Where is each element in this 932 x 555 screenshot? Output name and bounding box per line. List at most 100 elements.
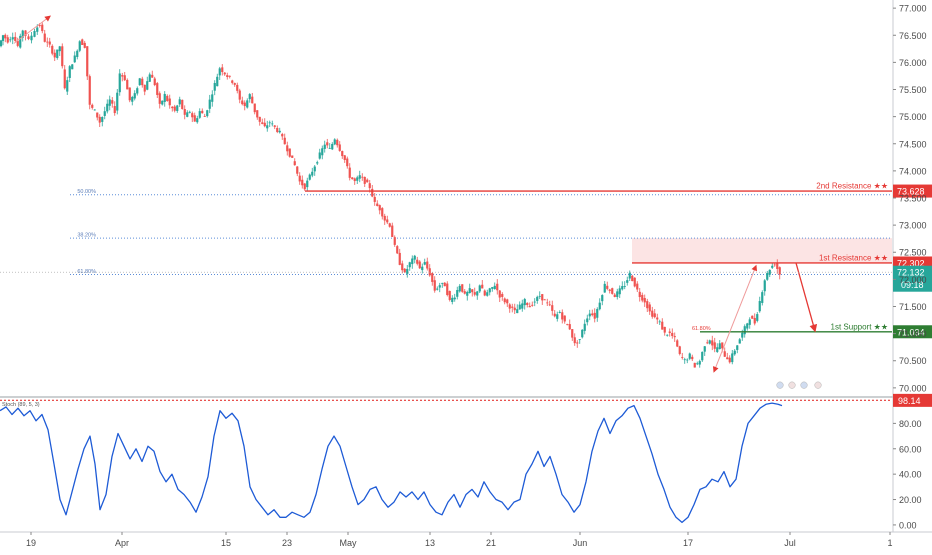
candle-body[interactable] bbox=[73, 55, 76, 63]
candle-body[interactable] bbox=[393, 237, 396, 245]
candle-body[interactable] bbox=[323, 144, 326, 149]
candle-body[interactable] bbox=[27, 36, 30, 40]
candle-body[interactable] bbox=[41, 24, 44, 32]
candle-body[interactable] bbox=[441, 282, 444, 284]
candle-body[interactable] bbox=[53, 52, 56, 58]
candle-body[interactable] bbox=[688, 353, 691, 359]
candle-body[interactable] bbox=[311, 171, 314, 176]
candle-body[interactable] bbox=[383, 215, 386, 221]
candle-body[interactable] bbox=[171, 106, 174, 109]
candle-body[interactable] bbox=[221, 67, 224, 73]
candle-body[interactable] bbox=[741, 332, 744, 338]
candle-body[interactable] bbox=[361, 176, 364, 178]
candle-body[interactable] bbox=[746, 323, 749, 329]
candle-body[interactable] bbox=[438, 285, 441, 288]
candle-body[interactable] bbox=[723, 351, 726, 357]
candle-body[interactable] bbox=[593, 312, 596, 319]
event-icon[interactable] bbox=[776, 381, 784, 389]
candle-body[interactable] bbox=[11, 37, 14, 40]
candle-body[interactable] bbox=[223, 72, 226, 75]
candle-body[interactable] bbox=[633, 277, 636, 287]
candle-body[interactable] bbox=[398, 252, 401, 265]
candle-body[interactable] bbox=[161, 100, 164, 105]
candle-body[interactable] bbox=[191, 113, 194, 118]
candle-body[interactable] bbox=[456, 290, 459, 297]
candle-body[interactable] bbox=[521, 303, 524, 309]
candle-body[interactable] bbox=[743, 326, 746, 335]
candle-body[interactable] bbox=[206, 110, 209, 117]
candle-body[interactable] bbox=[583, 323, 586, 331]
candle-body[interactable] bbox=[588, 313, 591, 317]
candle-body[interactable] bbox=[30, 35, 33, 41]
candle-body[interactable] bbox=[446, 283, 449, 295]
candle-body[interactable] bbox=[448, 290, 451, 300]
candle-body[interactable] bbox=[498, 290, 501, 298]
candle-body[interactable] bbox=[88, 76, 91, 105]
candle-body[interactable] bbox=[91, 104, 94, 108]
candle-body[interactable] bbox=[211, 94, 214, 102]
candle-body[interactable] bbox=[513, 307, 516, 311]
candle-body[interactable] bbox=[16, 41, 19, 46]
candle-body[interactable] bbox=[451, 297, 454, 302]
candle-body[interactable] bbox=[108, 99, 111, 106]
candle-body[interactable] bbox=[551, 305, 554, 311]
candle-body[interactable] bbox=[631, 275, 634, 282]
candle-body[interactable] bbox=[261, 122, 264, 124]
candle-body[interactable] bbox=[256, 110, 259, 118]
candle-body[interactable] bbox=[78, 41, 81, 51]
candle-body[interactable] bbox=[306, 180, 309, 188]
candle-body[interactable] bbox=[466, 291, 469, 296]
candle-body[interactable] bbox=[703, 346, 706, 352]
candle-body[interactable] bbox=[421, 266, 424, 271]
candle-body[interactable] bbox=[538, 295, 541, 297]
candle-body[interactable] bbox=[193, 115, 196, 122]
candle-body[interactable] bbox=[556, 314, 559, 319]
candle-body[interactable] bbox=[93, 109, 96, 111]
candle-body[interactable] bbox=[733, 350, 736, 355]
candle-body[interactable] bbox=[673, 336, 676, 338]
candle-body[interactable] bbox=[138, 78, 141, 86]
candle-body[interactable] bbox=[183, 109, 186, 115]
candle-body[interactable] bbox=[178, 99, 181, 105]
candle-body[interactable] bbox=[71, 64, 74, 70]
candle-body[interactable] bbox=[656, 317, 659, 320]
candle-body[interactable] bbox=[481, 284, 484, 289]
candle-body[interactable] bbox=[473, 292, 476, 295]
candle-body[interactable] bbox=[426, 261, 429, 269]
candle-body[interactable] bbox=[291, 155, 294, 158]
candle-body[interactable] bbox=[113, 106, 116, 114]
candle-body[interactable] bbox=[716, 347, 719, 352]
candle-body[interactable] bbox=[411, 258, 414, 265]
candle-body[interactable] bbox=[318, 152, 321, 159]
candle-body[interactable] bbox=[616, 291, 619, 298]
candle-body[interactable] bbox=[288, 148, 291, 157]
candle-body[interactable] bbox=[496, 283, 499, 291]
candle-body[interactable] bbox=[693, 362, 696, 368]
candle-body[interactable] bbox=[778, 267, 781, 275]
candle-body[interactable] bbox=[418, 261, 421, 269]
candle-body[interactable] bbox=[678, 346, 681, 354]
candle-body[interactable] bbox=[68, 66, 71, 78]
candle-body[interactable] bbox=[406, 268, 409, 274]
candle-body[interactable] bbox=[246, 100, 249, 108]
candle-body[interactable] bbox=[461, 284, 464, 292]
candle-body[interactable] bbox=[283, 137, 286, 145]
candle-body[interactable] bbox=[391, 225, 394, 237]
candle-body[interactable] bbox=[776, 263, 779, 269]
candle-body[interactable] bbox=[506, 299, 509, 304]
candle-body[interactable] bbox=[336, 139, 339, 146]
candle-body[interactable] bbox=[123, 75, 126, 81]
candle-body[interactable] bbox=[533, 301, 536, 303]
candle-body[interactable] bbox=[601, 295, 604, 302]
candle-body[interactable] bbox=[83, 42, 86, 48]
candle-body[interactable] bbox=[286, 145, 289, 152]
candle-body[interactable] bbox=[208, 99, 211, 109]
candle-body[interactable] bbox=[271, 123, 274, 125]
candle-body[interactable] bbox=[708, 340, 711, 344]
candle-body[interactable] bbox=[718, 343, 721, 350]
candle-body[interactable] bbox=[493, 285, 496, 290]
candle-body[interactable] bbox=[576, 342, 579, 344]
candle-body[interactable] bbox=[458, 285, 461, 292]
candle-body[interactable] bbox=[628, 272, 631, 279]
event-icon[interactable] bbox=[800, 381, 808, 389]
